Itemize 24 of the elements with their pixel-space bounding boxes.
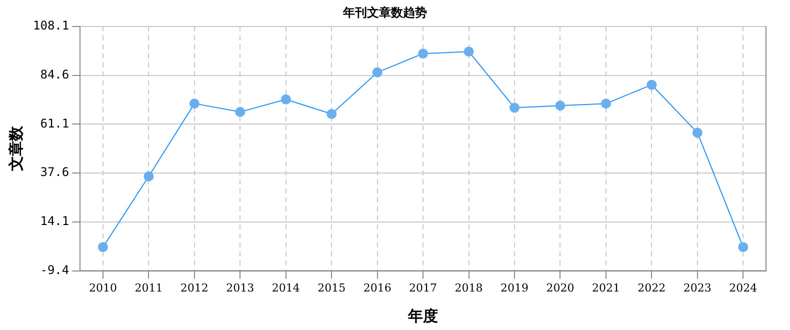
y-tick-label: 61.1 xyxy=(40,116,70,130)
y-tick-label: 108.1 xyxy=(33,18,70,33)
x-tick-label: 2022 xyxy=(638,281,666,294)
x-tick-label: 2017 xyxy=(409,281,438,294)
y-tick-label: -9.4 xyxy=(40,262,70,277)
x-tick-label: 2019 xyxy=(500,281,529,294)
y-axis-title: 文章数 xyxy=(6,125,25,172)
x-tick-label: 2020 xyxy=(546,281,574,294)
x-tick-label: 2021 xyxy=(592,281,620,294)
y-tick-label: 84.6 xyxy=(40,67,70,82)
y-tick-label: 14.1 xyxy=(40,214,70,228)
x-tick-label: 2014 xyxy=(272,281,300,294)
x-tick-label: 2023 xyxy=(683,281,712,294)
x-tick-label: 2015 xyxy=(318,281,346,294)
y-tick-label: 37.6 xyxy=(40,165,70,180)
x-axis-title: 年度 xyxy=(407,306,438,325)
chart-title: 年刊文章数趋势 xyxy=(342,5,427,20)
x-tick-label: 2012 xyxy=(180,281,208,294)
x-tick-label: 2013 xyxy=(226,281,254,294)
x-tick-label: 2011 xyxy=(134,281,163,294)
x-tick-label: 2010 xyxy=(88,281,117,294)
x-tick-label: 2018 xyxy=(454,281,483,294)
x-tick-label: 2016 xyxy=(363,281,392,294)
x-tick-label: 2024 xyxy=(729,281,758,294)
